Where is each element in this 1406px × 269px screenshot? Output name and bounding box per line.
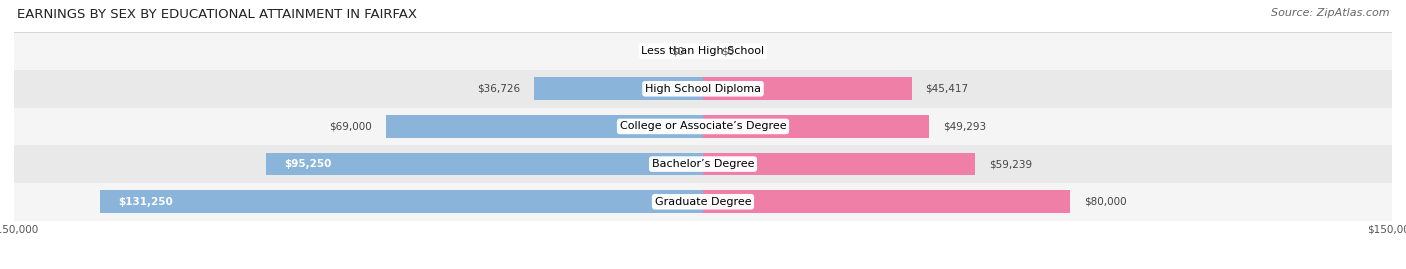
Text: $95,250: $95,250: [284, 159, 332, 169]
Bar: [703, 115, 929, 138]
Text: Less than High School: Less than High School: [641, 46, 765, 56]
Text: $59,239: $59,239: [988, 159, 1032, 169]
Bar: [703, 77, 911, 100]
Text: $0: $0: [721, 46, 734, 56]
Bar: [14, 183, 1392, 221]
Legend: Male, Female: Male, Female: [638, 268, 768, 269]
Text: $45,417: $45,417: [925, 84, 969, 94]
Bar: [703, 190, 1070, 213]
Text: $36,726: $36,726: [478, 84, 520, 94]
Text: Graduate Degree: Graduate Degree: [655, 197, 751, 207]
Bar: [266, 153, 703, 175]
Text: $49,293: $49,293: [943, 121, 986, 132]
Text: College or Associate’s Degree: College or Associate’s Degree: [620, 121, 786, 132]
Bar: [703, 153, 976, 175]
Text: $80,000: $80,000: [1084, 197, 1126, 207]
Text: $131,250: $131,250: [118, 197, 173, 207]
Bar: [534, 77, 703, 100]
Text: Source: ZipAtlas.com: Source: ZipAtlas.com: [1271, 8, 1389, 18]
Bar: [100, 190, 703, 213]
Text: Bachelor’s Degree: Bachelor’s Degree: [652, 159, 754, 169]
Text: $0: $0: [672, 46, 685, 56]
Bar: [14, 145, 1392, 183]
Bar: [14, 32, 1392, 70]
Bar: [14, 108, 1392, 145]
Text: High School Diploma: High School Diploma: [645, 84, 761, 94]
Text: EARNINGS BY SEX BY EDUCATIONAL ATTAINMENT IN FAIRFAX: EARNINGS BY SEX BY EDUCATIONAL ATTAINMEN…: [17, 8, 416, 21]
Bar: [14, 70, 1392, 108]
Text: $69,000: $69,000: [329, 121, 373, 132]
Bar: [387, 115, 703, 138]
